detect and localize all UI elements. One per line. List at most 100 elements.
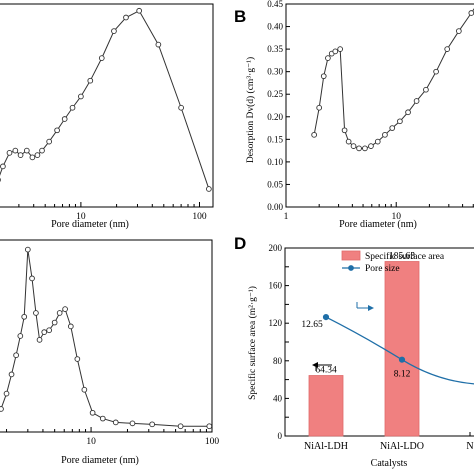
panel-d-category-label-1: NiAl-LDO xyxy=(380,441,424,452)
panel-b-y-tick-label-9: 0.45 xyxy=(267,0,283,9)
panel-b-data-point-19 xyxy=(423,86,429,93)
panel-c-x-axis-label: Pore diameter (nm) xyxy=(61,455,139,466)
panel-d-pore-point-1 xyxy=(398,356,406,363)
panel-a-series xyxy=(0,7,212,192)
panel-d-y-tick-label-8: 160 xyxy=(269,281,283,291)
panel-c-data-point-8 xyxy=(33,310,39,316)
panel-d-bar-value-label-0: 64.34 xyxy=(315,366,337,376)
panel-d-category-label-2: N xyxy=(466,441,473,452)
panel-c-data-point-5 xyxy=(21,313,28,320)
panel-c-data-point-4 xyxy=(17,333,24,339)
panel-a-data-point-16 xyxy=(111,28,117,34)
panel-b-y-tick-label-6: 0.30 xyxy=(267,67,283,77)
panel-a-data-point-5 xyxy=(23,147,30,154)
panel-c-x-tick-label-0: 10 xyxy=(86,437,96,447)
panel-c-data-point-19 xyxy=(99,415,106,422)
panel-b-data-point-16 xyxy=(397,118,403,125)
panel-d-y-tick-label-2: 40 xyxy=(273,393,283,403)
panel-a-data-point-12 xyxy=(69,104,76,111)
panel-b-plot-frame xyxy=(285,3,474,208)
panel-c-data-point-22 xyxy=(149,421,156,428)
legend-swatch-surface-area xyxy=(341,250,361,261)
panel-c-plot-frame xyxy=(0,239,213,433)
panel-a-data-point-20 xyxy=(178,104,184,111)
panel-b-y-tick-label-4: 0.20 xyxy=(267,112,283,122)
panel-d-bar-0 xyxy=(308,375,344,437)
panel-b-data-point-12 xyxy=(368,143,374,149)
panel-b-series xyxy=(311,8,474,152)
panel-c-data-point-14 xyxy=(62,306,68,312)
arrow-left-to-surface-axis xyxy=(312,362,332,371)
panel-a-data-point-2 xyxy=(6,150,13,156)
panel-d-ticks: 0 40 80 120 160 200 NiAl-LDH NiAl-LDO N xyxy=(269,243,474,452)
panel-c-x-tick-label-1: 100 xyxy=(205,437,220,447)
panel-d-pore-size-series: 12.65 8.12 xyxy=(301,313,474,385)
panel-c-data-point-7 xyxy=(29,275,35,282)
panel-b-data-point-9 xyxy=(350,143,357,149)
panel-c-data-point-15 xyxy=(67,323,74,330)
panel-a-x-tick-label-1: 100 xyxy=(192,212,207,222)
panel-c-data-point-2 xyxy=(8,371,15,378)
panel-c-data-point-23 xyxy=(177,423,184,430)
panel-d-pore-value-label-1: 8.12 xyxy=(394,370,411,380)
panel-a-data-point-14 xyxy=(87,77,94,84)
panel-a-ticks: 10 100 xyxy=(18,202,207,222)
panel-b-data-point-0 xyxy=(311,131,317,138)
panel-a-data-point-21 xyxy=(206,186,212,192)
panel-c-data-point-3 xyxy=(13,352,19,359)
panel-d-pore-value-label-0: 12.65 xyxy=(301,320,323,330)
panel-b-series-clip-group xyxy=(311,8,474,152)
legend-marker-pore-size xyxy=(348,265,354,271)
panel-b-data-point-21 xyxy=(444,46,451,52)
panel-c-data-point-12 xyxy=(51,319,58,326)
panel-c-data-point-24 xyxy=(206,423,212,430)
panel-a-data-point-10 xyxy=(54,127,60,134)
panel-b-data-point-17 xyxy=(405,109,411,116)
panel-b-y-axis-label: Desorption Dv(d) (cm³·g⁻¹) xyxy=(245,57,256,163)
panel-a-data-point-15 xyxy=(98,55,105,61)
panel-d-y-axis-label: Specific surface area (m²·g⁻¹) xyxy=(247,286,258,400)
panel-b-axes xyxy=(285,3,474,208)
panel-d-bars: 64.34 185.63 xyxy=(308,252,420,437)
panel-a-series-clip-group xyxy=(0,7,212,192)
panel-a-axes xyxy=(0,3,214,208)
panel-a-data-point-17 xyxy=(123,14,129,21)
panel-d-pore-point-0 xyxy=(322,313,330,321)
panel-b-data-point-20 xyxy=(433,68,439,75)
panel-c-data-point-17 xyxy=(81,386,88,393)
panel-c-series xyxy=(0,246,212,430)
panel-b-data-point-7 xyxy=(341,127,348,134)
panel-a-data-point-8 xyxy=(39,147,45,154)
panel-b-data-point-13 xyxy=(374,138,381,145)
panel-d-y-tick-label-4: 80 xyxy=(273,356,283,366)
panel-b-data-point-18 xyxy=(413,98,420,104)
panel-b-y-tick-label-2: 0.10 xyxy=(267,157,283,167)
panel-a-series-line xyxy=(0,10,210,190)
panel-b-x-tick-label-1: 10 xyxy=(391,212,401,222)
panel-a-x-tick-label-0: 10 xyxy=(76,212,86,222)
panel-b-data-point-10 xyxy=(356,145,362,152)
panel-b-ticks: 1 10 0.00 0.05 0.10 0.15 0.20 0.25 0.30 0.35 0.40 0… xyxy=(267,0,474,222)
panel-a-data-point-19 xyxy=(155,41,162,48)
panel-b-y-tick-label-0: 0.00 xyxy=(267,202,283,212)
panel-a-data-point-18 xyxy=(136,7,143,14)
panel-c-data-point-20 xyxy=(112,419,119,426)
panel-b-data-point-8 xyxy=(345,138,352,145)
panel-d-bar-1 xyxy=(384,261,420,437)
panel-c-data-point-6 xyxy=(24,246,31,253)
panel-b-y-tick-label-3: 0.15 xyxy=(267,134,283,144)
panel-a-data-point-3 xyxy=(12,147,19,154)
panel-a-data-point-6 xyxy=(29,154,36,161)
panel-a-data-point-4 xyxy=(17,152,24,158)
panel-b-data-point-14 xyxy=(382,131,388,138)
panel-c-data-point-21 xyxy=(129,420,136,427)
panel-a-plot-frame xyxy=(0,3,214,208)
panel-a-data-point-9 xyxy=(46,138,53,145)
panel-b-data-point-3 xyxy=(325,55,331,61)
panel-b-y-tick-label-1: 0.05 xyxy=(267,179,283,189)
panel-c-series-clip-group xyxy=(0,246,212,430)
legend-label-surface-area: Specific surface area xyxy=(365,251,445,262)
panel-b-data-point-5 xyxy=(332,48,339,55)
